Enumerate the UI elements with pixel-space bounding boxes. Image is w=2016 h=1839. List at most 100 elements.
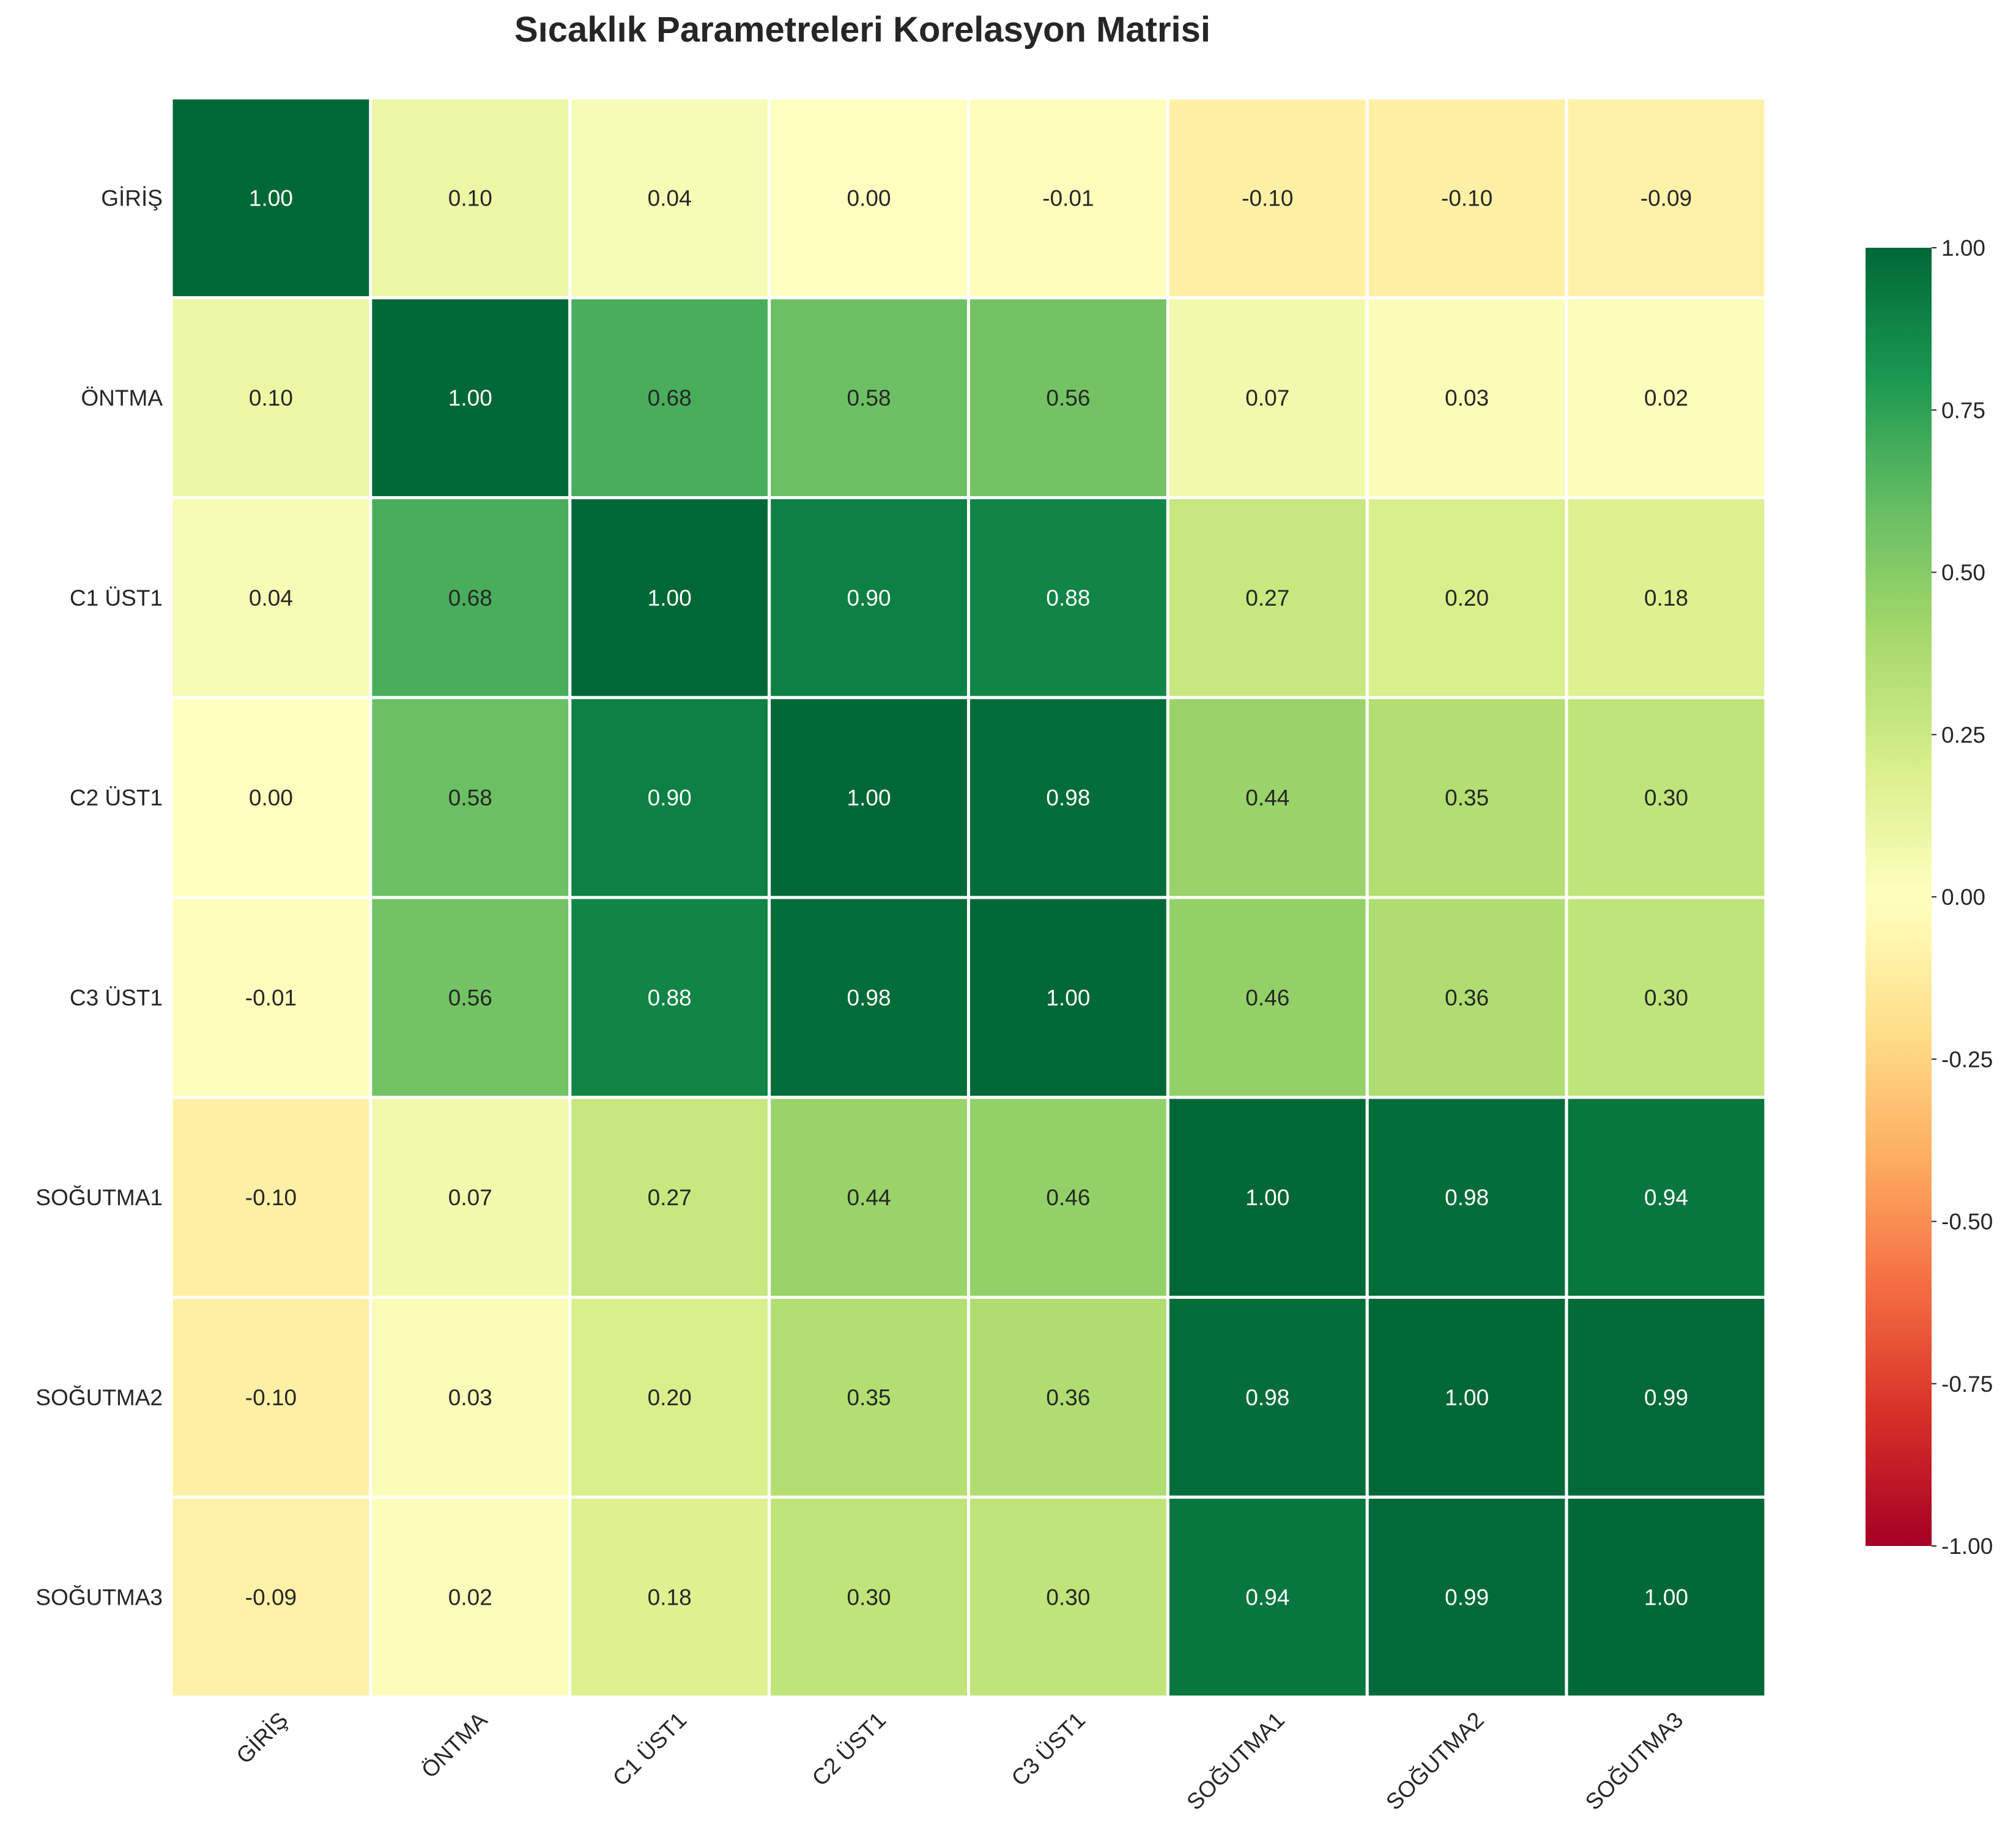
heatmap-cell — [1565, 1296, 1768, 1499]
heatmap-cell — [1166, 1096, 1369, 1299]
cell-value-label: 1.00 — [448, 385, 492, 411]
colorbar-tick-label: -1.00 — [1941, 1534, 1993, 1559]
colorbar-tick-label: 0.75 — [1941, 398, 1985, 423]
cell-value-label: 0.46 — [1046, 1185, 1090, 1210]
x-tick-label: C3 ÜST1 — [1007, 1707, 1091, 1791]
heatmap-cell — [169, 96, 372, 300]
cell-value-label: 0.30 — [1644, 786, 1688, 811]
cell-value-label: 0.30 — [1046, 1585, 1090, 1610]
y-tick-label: ÖNTMA — [81, 385, 163, 411]
heatmap-cell — [169, 696, 372, 899]
cell-value-label: -0.10 — [1242, 185, 1293, 210]
colorbar-tick-label: 1.00 — [1941, 236, 1985, 261]
heatmap-cell — [768, 296, 970, 499]
colorbar-gradient — [1866, 248, 1932, 1546]
cell-value-label: 0.27 — [1245, 585, 1289, 611]
heatmap-cell — [768, 96, 970, 300]
colorbar-tick-label: -0.75 — [1941, 1372, 1993, 1397]
cell-value-label: 1.00 — [648, 585, 692, 611]
heatmap-cell — [967, 1096, 1169, 1299]
heatmap-cell — [967, 1495, 1169, 1699]
heatmap-cell — [568, 696, 771, 899]
cell-value-label: 0.68 — [448, 585, 492, 611]
cell-value-label: 0.27 — [648, 1185, 692, 1210]
cell-value-label: -0.09 — [245, 1585, 297, 1610]
cell-value-label: 1.00 — [1644, 1585, 1688, 1610]
y-tick-label: GİRİŞ — [101, 185, 163, 210]
cell-value-label: 0.10 — [448, 185, 492, 210]
heatmap-cell — [568, 496, 771, 699]
chart-title: Sıcaklık Parametreleri Korelasyon Matris… — [514, 10, 1210, 50]
heatmap-cell — [1565, 296, 1768, 499]
cell-value-label: 1.00 — [1245, 1185, 1289, 1210]
cell-value-label: 0.88 — [648, 985, 692, 1010]
heatmap-cell — [169, 1495, 372, 1699]
heatmap-cell — [967, 1296, 1169, 1499]
cell-value-label: -0.01 — [1042, 185, 1094, 210]
cell-value-label: 0.20 — [648, 1385, 692, 1410]
heatmap-cells: 1.00 0.10 0.04 0.00 -0.01 -0.10 -0.10 -0.09 0.10… — [169, 96, 1768, 1699]
cell-value-label: 0.58 — [448, 786, 492, 811]
cell-value-label: 0.46 — [1245, 985, 1289, 1010]
cell-value-label: 0.07 — [1245, 385, 1289, 411]
heatmap-cell — [768, 496, 970, 699]
cell-value-label: 0.90 — [847, 585, 891, 611]
heatmap-cell — [1565, 496, 1768, 699]
heatmap-cell — [1365, 896, 1568, 1099]
cell-value-label: 0.02 — [448, 1585, 492, 1610]
heatmap-cell — [568, 1296, 771, 1499]
x-tick-label: SOĞUTMA3 — [1581, 1707, 1688, 1815]
cell-value-label: 1.00 — [249, 185, 293, 210]
heatmap-cell — [967, 496, 1169, 699]
heatmap-cell — [768, 696, 970, 899]
heatmap-cell — [1365, 496, 1568, 699]
cell-value-label: 0.58 — [847, 385, 891, 411]
heatmap-cell — [568, 96, 771, 300]
heatmap-cell — [1365, 696, 1568, 899]
y-tick-label: SOĞUTMA3 — [35, 1585, 163, 1610]
cell-value-label: -0.01 — [245, 985, 297, 1010]
cell-value-label: 0.20 — [1445, 585, 1489, 611]
heatmap-cell — [369, 1096, 572, 1299]
cell-value-label: 0.99 — [1644, 1385, 1688, 1410]
heatmap-cell — [967, 696, 1169, 899]
x-tick-label: SOĞUTMA2 — [1381, 1707, 1489, 1815]
cell-value-label: 0.30 — [1644, 985, 1688, 1010]
cell-value-label: 0.98 — [1245, 1385, 1289, 1410]
y-tick-label: C2 ÜST1 — [70, 786, 163, 811]
heatmap-cell — [568, 1096, 771, 1299]
cell-value-label: 0.00 — [249, 786, 293, 811]
cell-value-label: 0.94 — [1245, 1585, 1289, 1610]
cell-value-label: 0.03 — [1445, 385, 1489, 411]
colorbar-tick-label: 0.00 — [1941, 885, 1985, 910]
x-tick-label: C2 ÜST1 — [807, 1707, 891, 1791]
heatmap-cell — [768, 1495, 970, 1699]
cell-value-label: 0.04 — [249, 585, 293, 611]
heatmap-cell — [369, 1495, 572, 1699]
cell-value-label: 0.02 — [1644, 385, 1688, 411]
x-tick-label: C1 ÜST1 — [608, 1707, 692, 1791]
cell-value-label: 1.00 — [1445, 1385, 1489, 1410]
y-tick-label: C1 ÜST1 — [70, 585, 163, 611]
cell-value-label: 0.56 — [448, 985, 492, 1010]
cell-value-label: 0.36 — [1046, 1385, 1090, 1410]
x-axis-tick-labels: GİRİŞ ÖNTMA C1 ÜST1 C2 ÜST1 C3 ÜST1 SOĞUTMA1 S… — [231, 1707, 1688, 1815]
heatmap-cell — [1565, 896, 1768, 1099]
heatmap-cell — [1166, 296, 1369, 499]
heatmap-cell — [369, 96, 572, 300]
x-tick-label: GİRİŞ — [231, 1707, 292, 1769]
heatmap-cell — [967, 896, 1169, 1099]
heatmap-cell — [169, 496, 372, 699]
cell-value-label: 0.90 — [648, 786, 692, 811]
cell-value-label: 0.68 — [648, 385, 692, 411]
heatmap-cell — [1565, 96, 1768, 300]
cell-value-label: -0.10 — [1441, 185, 1492, 210]
cell-value-label: -0.10 — [245, 1385, 297, 1410]
heatmap-cell — [1166, 496, 1369, 699]
heatmap-cell — [169, 1296, 372, 1499]
heatmap-cell — [568, 1495, 771, 1699]
cell-value-label: -0.10 — [245, 1185, 297, 1210]
cell-value-label: 0.98 — [1445, 1185, 1489, 1210]
heatmap-cell — [1166, 1495, 1369, 1699]
